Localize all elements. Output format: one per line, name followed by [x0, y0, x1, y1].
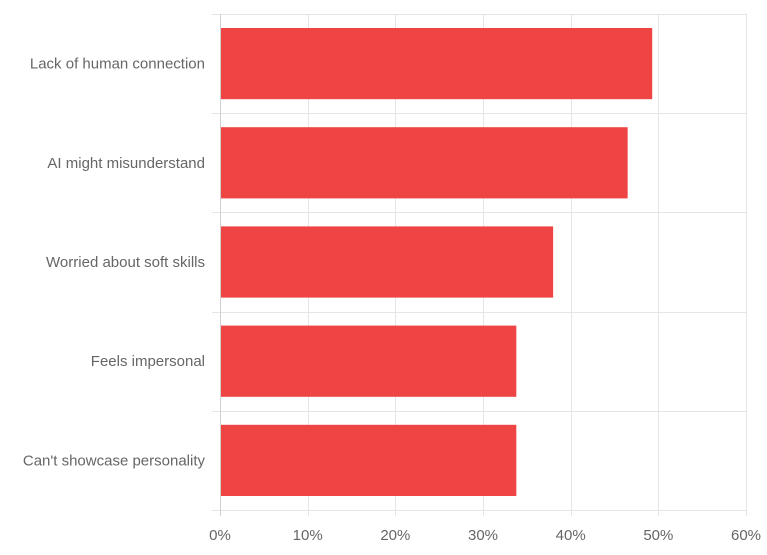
x-tick-label: 50%	[643, 527, 673, 544]
bar	[220, 28, 653, 100]
x-tick-label: 40%	[556, 527, 586, 544]
bar	[220, 325, 517, 397]
label-layer: Lack of human connection AI might misunde…	[23, 56, 761, 544]
y-tick-label: Feels impersonal	[91, 353, 205, 370]
x-tick-label: 0%	[209, 527, 231, 544]
y-tick-label: Worried about soft skills	[46, 254, 205, 271]
x-tick-label: 60%	[731, 527, 761, 544]
bar	[220, 226, 554, 298]
x-tick-label: 30%	[468, 527, 498, 544]
bar-layer	[220, 28, 653, 496]
y-tick-label: Can't showcase personality	[23, 452, 206, 469]
y-tick-label: AI might misunderstand	[47, 155, 205, 172]
x-tick-label: 20%	[380, 527, 410, 544]
x-tick-label: 10%	[293, 527, 323, 544]
bar	[220, 424, 517, 496]
bar	[220, 127, 628, 199]
y-tick-label: Lack of human connection	[30, 56, 205, 73]
